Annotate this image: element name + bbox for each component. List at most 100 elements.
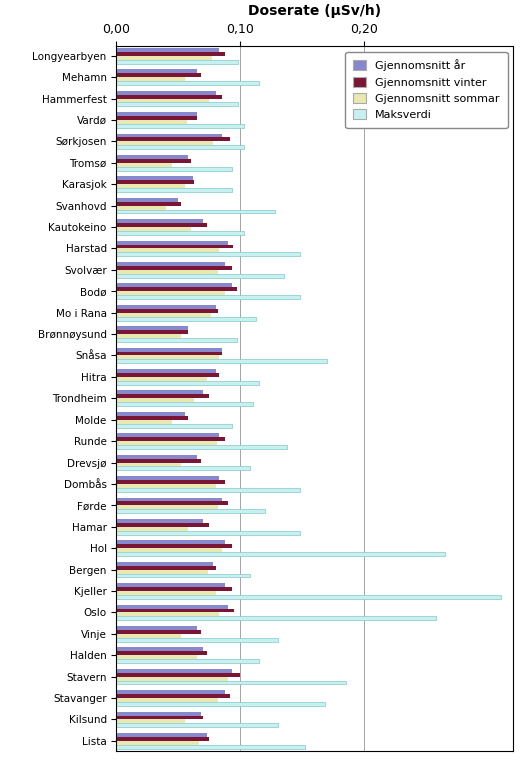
Bar — [116, 570, 208, 574]
Bar — [116, 459, 200, 463]
Bar — [116, 416, 188, 420]
Bar — [116, 434, 220, 437]
Bar — [116, 309, 218, 313]
Bar — [116, 545, 232, 548]
Bar — [116, 509, 265, 513]
Bar — [116, 574, 250, 578]
Bar — [116, 519, 203, 523]
Bar — [116, 626, 197, 630]
Bar — [116, 227, 191, 231]
Bar — [116, 676, 228, 680]
Bar — [116, 124, 244, 128]
Bar — [116, 669, 232, 673]
Bar — [116, 287, 236, 291]
Bar — [116, 723, 278, 727]
Bar — [116, 316, 257, 320]
Bar — [116, 638, 278, 642]
Bar — [116, 142, 213, 146]
Bar — [116, 565, 216, 570]
Bar — [116, 90, 216, 95]
Bar — [116, 412, 185, 416]
Bar — [116, 690, 225, 694]
Bar — [116, 552, 445, 556]
Bar — [116, 133, 222, 137]
X-axis label: Doserate (μSv/h): Doserate (μSv/h) — [248, 4, 381, 18]
Bar — [116, 176, 193, 180]
Bar — [116, 391, 203, 394]
Bar — [116, 476, 220, 480]
Bar — [116, 583, 225, 587]
Bar — [116, 502, 228, 506]
Bar — [116, 330, 188, 334]
Bar — [116, 633, 181, 638]
Bar — [116, 719, 185, 723]
Bar — [116, 167, 232, 171]
Bar — [116, 595, 501, 599]
Bar — [116, 531, 300, 535]
Bar — [116, 184, 185, 188]
Bar — [116, 112, 197, 116]
Bar — [116, 116, 197, 120]
Bar — [116, 498, 222, 502]
Bar — [116, 694, 231, 698]
Bar — [116, 673, 240, 676]
Bar — [116, 604, 228, 608]
Bar — [116, 244, 233, 248]
Bar — [116, 77, 185, 81]
Bar — [116, 540, 225, 545]
Bar — [116, 103, 238, 106]
Bar — [116, 715, 203, 719]
Bar — [116, 283, 232, 287]
Bar — [116, 81, 259, 85]
Bar — [116, 201, 181, 205]
Bar — [116, 159, 191, 163]
Bar — [116, 270, 218, 273]
Bar — [116, 445, 287, 449]
Bar — [116, 291, 225, 295]
Bar — [116, 188, 232, 192]
Bar — [116, 698, 218, 702]
Bar — [116, 155, 188, 159]
Bar — [116, 506, 218, 509]
Legend: Gjennomsnitt år, Gjennomsnitt vinter, Gjennomsnitt sommar, Maksverdi: Gjennomsnitt år, Gjennomsnitt vinter, Gj… — [345, 51, 507, 128]
Bar — [116, 48, 220, 52]
Bar — [116, 137, 231, 142]
Bar — [116, 219, 203, 223]
Bar — [116, 587, 232, 591]
Bar — [116, 702, 325, 706]
Bar — [116, 56, 212, 60]
Bar — [116, 630, 200, 633]
Bar — [116, 455, 197, 459]
Bar — [116, 74, 200, 77]
Bar — [116, 163, 172, 167]
Bar — [116, 651, 207, 655]
Bar — [116, 248, 220, 252]
Bar — [116, 441, 217, 445]
Bar — [116, 712, 200, 715]
Bar — [116, 205, 166, 210]
Bar — [116, 273, 284, 278]
Bar — [116, 480, 225, 484]
Bar — [116, 352, 222, 355]
Bar — [116, 617, 436, 620]
Bar — [116, 262, 225, 266]
Bar — [116, 420, 172, 424]
Bar — [116, 373, 220, 377]
Bar — [116, 369, 216, 373]
Bar — [116, 70, 197, 74]
Bar — [116, 305, 216, 309]
Bar — [116, 484, 216, 488]
Bar — [116, 437, 225, 441]
Bar — [116, 561, 213, 565]
Bar — [116, 198, 178, 201]
Bar — [116, 241, 228, 244]
Bar — [116, 608, 234, 613]
Bar — [116, 99, 209, 103]
Bar — [116, 660, 259, 663]
Bar — [116, 359, 327, 363]
Bar — [116, 463, 181, 466]
Bar — [116, 338, 236, 342]
Bar — [116, 60, 238, 64]
Bar — [116, 745, 305, 748]
Bar — [116, 120, 187, 124]
